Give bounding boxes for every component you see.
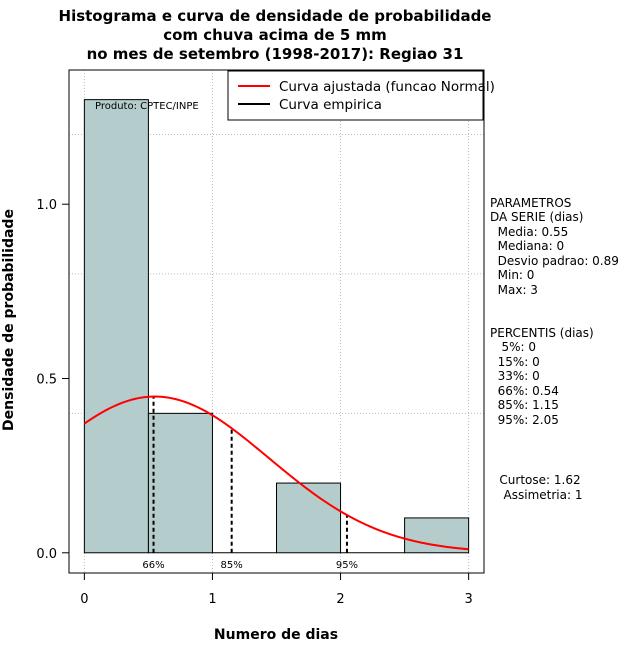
stats-parametros: PARAMETROS DA SERIE (dias) Media: 0.55 M… — [490, 196, 619, 297]
histogram-bar — [276, 482, 342, 554]
stats-curtose: Curtose: 1.62 — [499, 473, 580, 487]
stats-percentis-line: 5%: 0 — [490, 340, 536, 354]
stats-percentis-line: 95%: 2.05 — [490, 413, 559, 427]
stats-shape: Curtose: 1.62 Assimetria: 1 — [499, 473, 582, 502]
normal-fit-curve — [83, 395, 469, 551]
x-axis-title: Numero de dias — [214, 627, 338, 643]
chart-title-line-2: com chuva acima de 5 mm — [163, 26, 387, 44]
x-tick-label: 2 — [336, 592, 344, 607]
histogram-bar — [404, 517, 470, 554]
stats-parametros-line: Min: 0 — [490, 268, 534, 282]
stats-percentis-line: 85%: 1.15 — [490, 398, 559, 412]
stats-parametros-line: Desvio padrao: 0.89 — [490, 254, 619, 268]
y-tick-label: 0.0 — [36, 547, 57, 562]
y-axis: 0.0 0.5 1.0 — [36, 198, 70, 562]
legend-label-fit: Curva ajustada (funcao Normal) — [279, 79, 495, 95]
stats-assimetria: Assimetria: 1 — [504, 488, 583, 502]
percentile-marker-label: 66% — [142, 560, 164, 571]
histogram-bars — [83, 99, 470, 554]
legend: Curva ajustada (funcao Normal) Curva emp… — [227, 70, 495, 121]
stats-percentis: PERCENTIS (dias) 5%: 0 15%: 0 33%: 0 66%… — [490, 326, 594, 427]
stats-parametros-line: PARAMETROS — [490, 196, 571, 210]
stats-parametros-line: Max: 3 — [490, 283, 538, 297]
histogram-bar — [147, 412, 213, 554]
chart-title-line-3: no mes de setembro (1998-2017): Regiao 3… — [87, 45, 464, 63]
stats-percentis-line: PERCENTIS (dias) — [490, 326, 594, 340]
percentile-marker-label: 85% — [221, 560, 243, 571]
stats-percentis-line: 66%: 0.54 — [490, 384, 559, 398]
percentile-marker-label: 95% — [336, 560, 358, 571]
y-axis-title: Densidade de probabilidade — [1, 209, 17, 431]
legend-box — [227, 70, 484, 121]
legend-label-empirical: Curva empirica — [279, 97, 382, 113]
y-tick-label: 0.5 — [36, 372, 57, 387]
stats-parametros-line: Mediana: 0 — [490, 239, 564, 253]
x-tick-label: 3 — [464, 592, 472, 607]
stats-percentis-line: 15%: 0 — [490, 355, 540, 369]
chart-title-line-1: Histograma e curva de densidade de proba… — [59, 7, 492, 25]
product-label: Produto: CPTEC/INPE — [95, 101, 199, 112]
stats-parametros-line: DA SERIE (dias) — [490, 210, 583, 224]
x-tick-label: 0 — [80, 592, 88, 607]
percentile-markers: 66% 85% 95% — [142, 396, 358, 571]
normal-curve-layer — [83, 395, 469, 551]
x-axis: 0 1 2 3 — [80, 572, 473, 607]
x-tick-label: 1 — [208, 592, 216, 607]
stats-percentis-line: 33%: 0 — [490, 369, 540, 383]
histogram-bar — [83, 99, 149, 554]
y-tick-label: 1.0 — [36, 198, 57, 213]
stats-parametros-line: Media: 0.55 — [490, 225, 568, 239]
